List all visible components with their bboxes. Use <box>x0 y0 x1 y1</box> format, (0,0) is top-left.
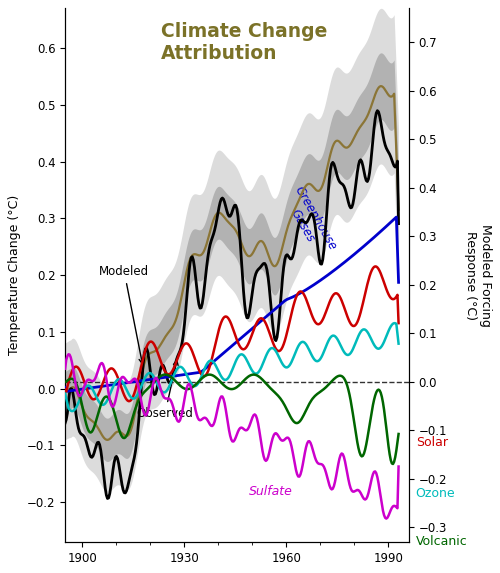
Text: Observed: Observed <box>136 360 194 420</box>
Text: Volcanic: Volcanic <box>416 535 468 548</box>
Y-axis label: Temperature Change (°C): Temperature Change (°C) <box>8 195 22 355</box>
Text: Ozone: Ozone <box>416 487 456 500</box>
Text: Greenhouse
Gases: Greenhouse Gases <box>279 184 339 260</box>
Text: Solar: Solar <box>416 436 448 449</box>
Text: Modeled: Modeled <box>99 265 150 364</box>
Text: Sulfate: Sulfate <box>250 485 293 498</box>
Text: Climate Change
Attribution: Climate Change Attribution <box>162 22 328 62</box>
Y-axis label: Modeled Forcing
Response (°C): Modeled Forcing Response (°C) <box>464 223 491 327</box>
